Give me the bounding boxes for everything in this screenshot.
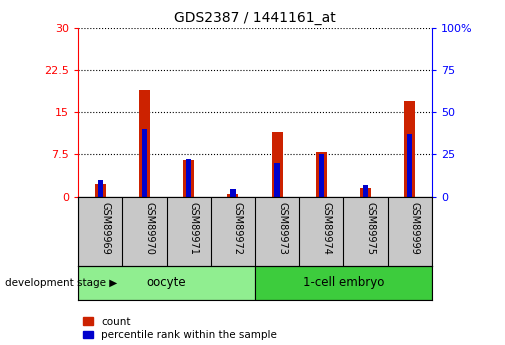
Text: GSM89975: GSM89975: [366, 202, 376, 255]
Text: GSM89974: GSM89974: [321, 202, 331, 255]
Bar: [95, 184, 106, 197]
Title: GDS2387 / 1441161_at: GDS2387 / 1441161_at: [174, 11, 336, 25]
Bar: [319, 155, 324, 197]
Text: GSM89971: GSM89971: [189, 202, 199, 255]
Bar: [139, 90, 150, 197]
Text: GSM89972: GSM89972: [233, 202, 243, 255]
Bar: [360, 188, 371, 197]
Bar: [363, 185, 368, 197]
Bar: [255, 266, 432, 300]
Text: 1-cell embryo: 1-cell embryo: [302, 276, 384, 289]
Bar: [275, 163, 280, 197]
Text: oocyte: oocyte: [147, 276, 186, 289]
Bar: [316, 151, 327, 197]
Bar: [98, 180, 103, 197]
Bar: [404, 101, 415, 197]
Text: GSM89969: GSM89969: [100, 202, 111, 255]
Bar: [78, 266, 255, 300]
Bar: [407, 134, 413, 197]
Bar: [272, 132, 283, 197]
Bar: [230, 189, 235, 197]
Text: GSM89970: GSM89970: [144, 202, 155, 255]
Text: development stage ▶: development stage ▶: [5, 278, 117, 288]
Bar: [227, 194, 238, 197]
Bar: [186, 159, 191, 197]
Text: GSM89973: GSM89973: [277, 202, 287, 255]
Bar: [183, 160, 194, 197]
Legend: count, percentile rank within the sample: count, percentile rank within the sample: [83, 317, 277, 340]
Bar: [142, 129, 147, 197]
Text: GSM89999: GSM89999: [410, 202, 420, 255]
